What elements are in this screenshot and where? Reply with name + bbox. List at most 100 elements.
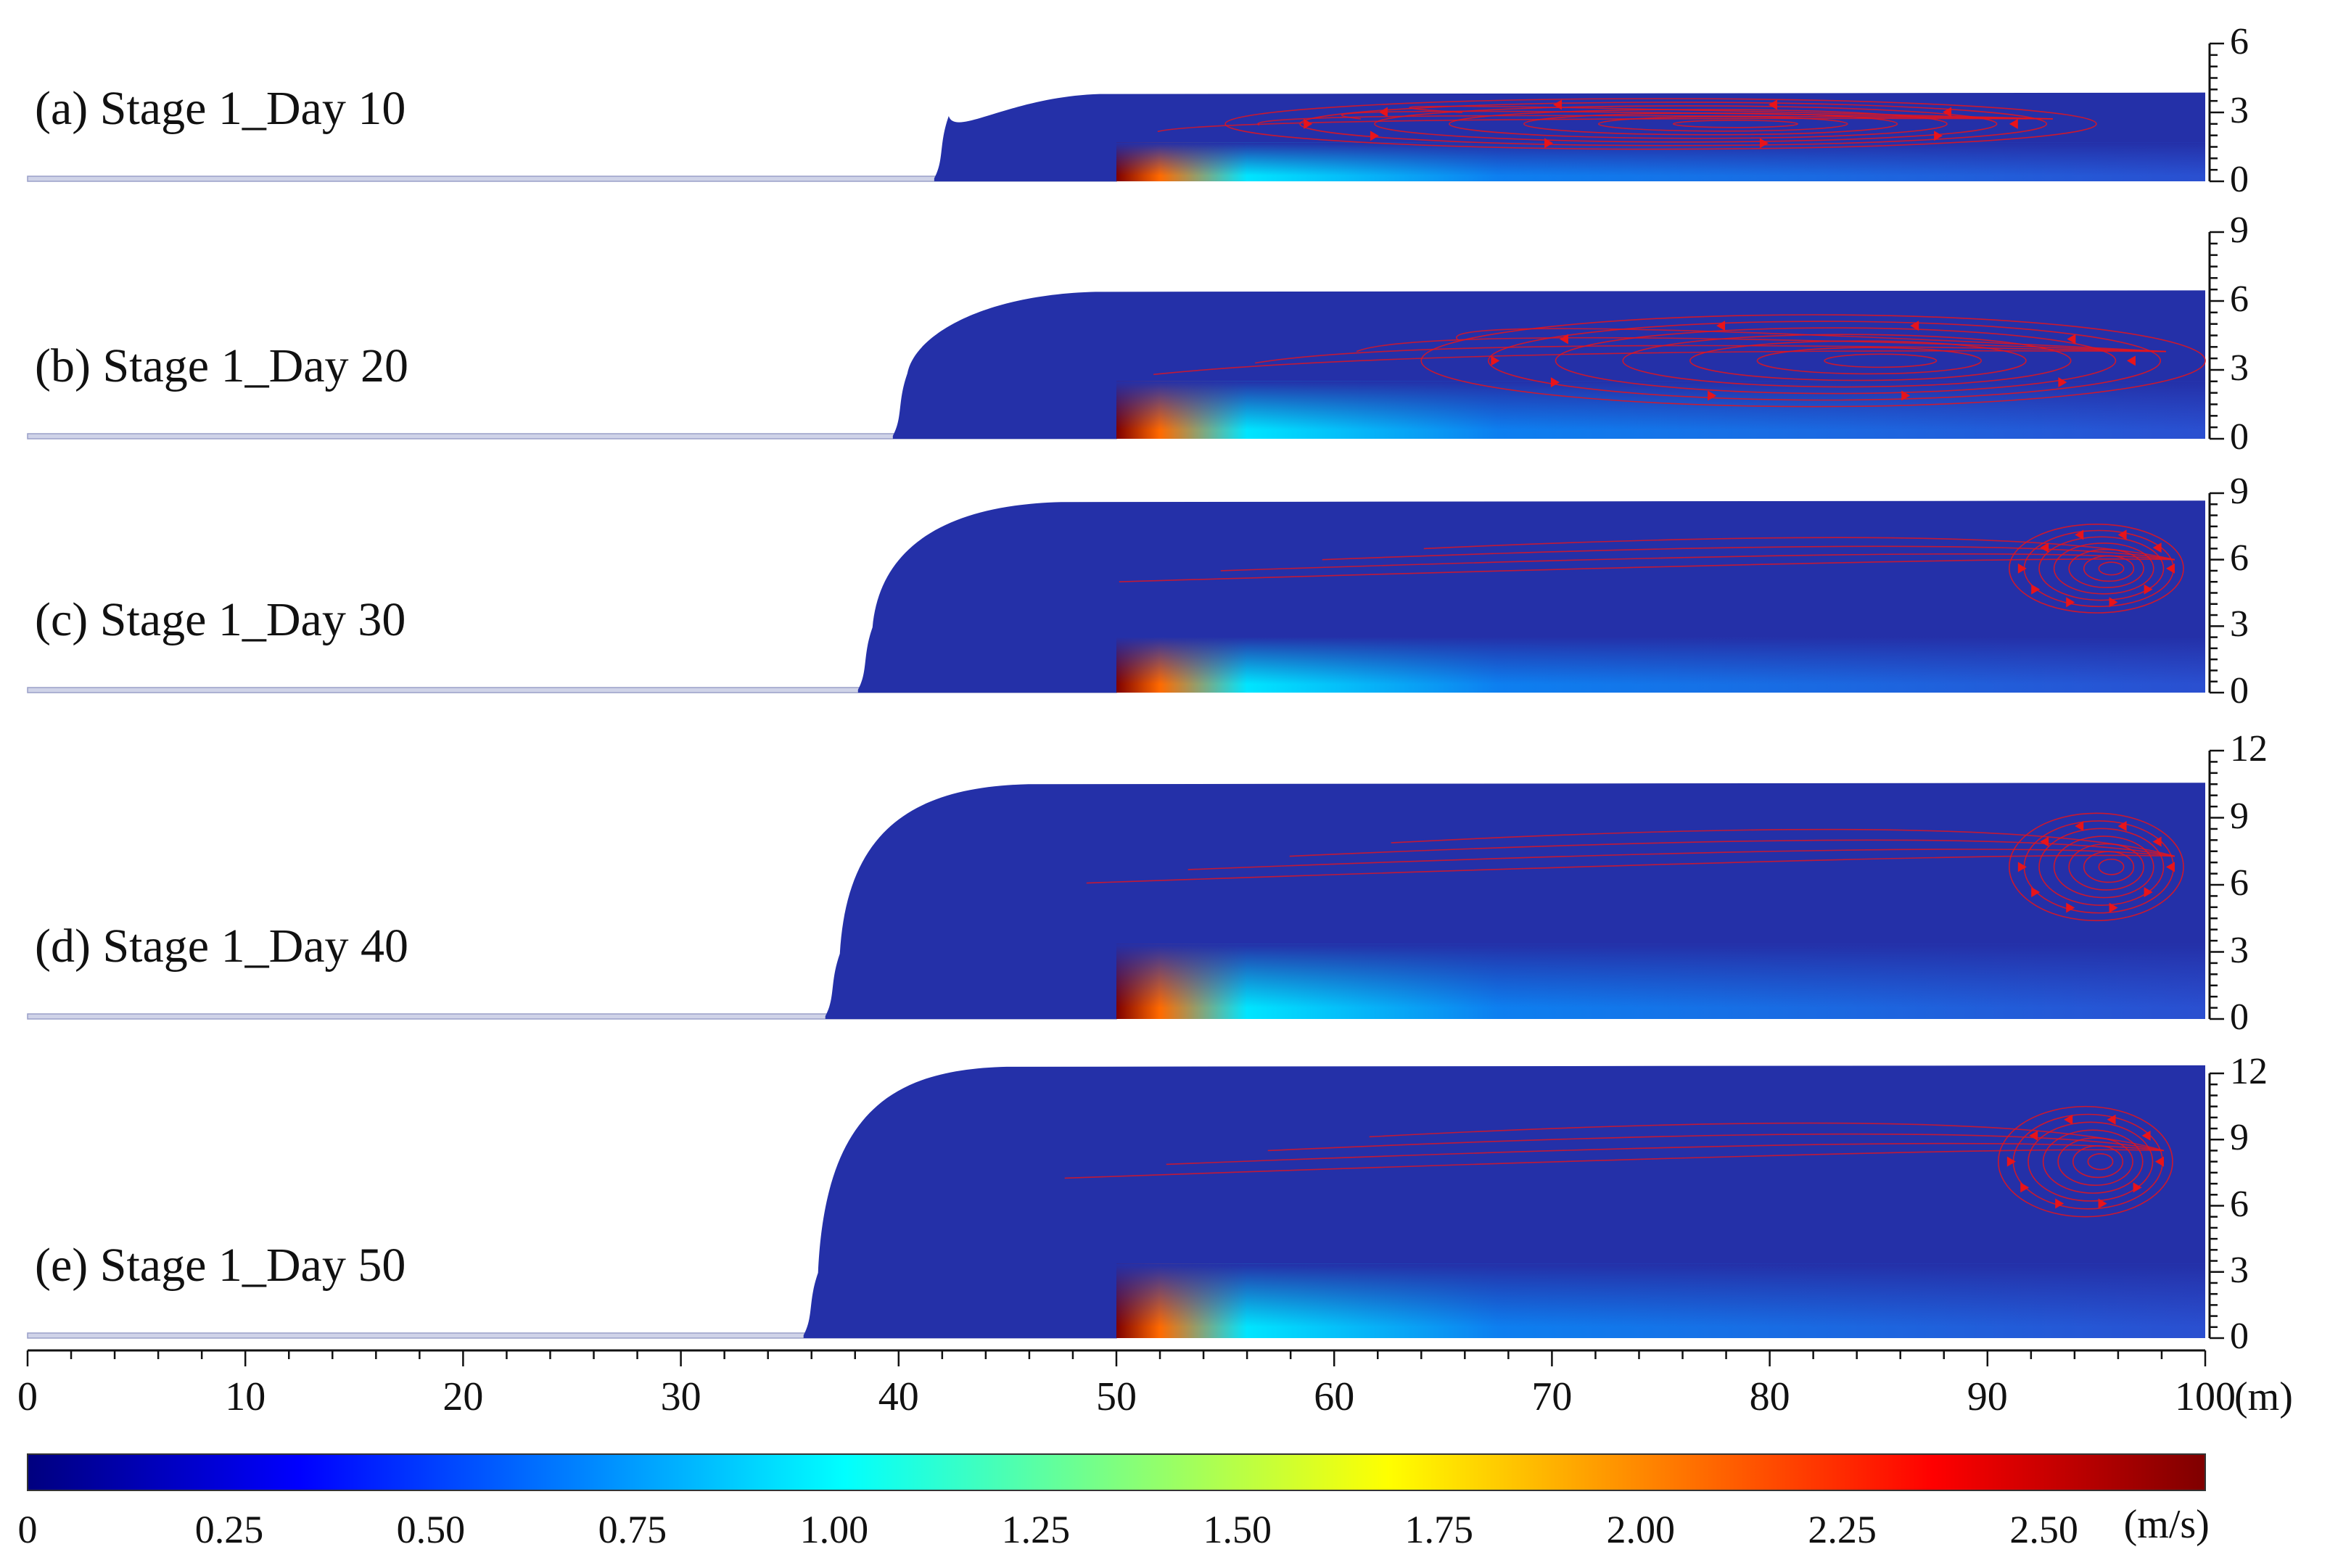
streamline-arrow-1-6	[1559, 334, 1568, 344]
panel-4	[27, 1065, 2224, 1340]
x-tick-label: 100	[2175, 1374, 2236, 1419]
streamline-arrow-2-3	[2066, 597, 2075, 608]
streamline-open-1-0	[1153, 350, 2166, 376]
streamline-arrow-0-6	[1378, 107, 1388, 117]
streamline-arrow-1-4	[1550, 377, 1560, 388]
streamline-loop-1-5	[1555, 327, 2117, 395]
streamline-loop-2-5	[2038, 536, 2165, 601]
streamline-open-1-2	[1356, 337, 2166, 352]
y-tick-label: 9	[2230, 795, 2249, 837]
jet-fade-0	[1116, 142, 2205, 176]
streamline-arrow-4-8	[2107, 1114, 2116, 1125]
y-tick-label: 3	[2230, 1249, 2249, 1291]
streamline-arrow-4-4	[2020, 1182, 2030, 1193]
jet-fade-3	[1116, 944, 2205, 1008]
jet-fade-1	[1116, 381, 2205, 431]
y-tick-label: 0	[2230, 670, 2249, 711]
colorbar-tick-label: 1.25	[1001, 1508, 1071, 1551]
streamline-arrow-2-9	[2152, 542, 2162, 553]
streamline-arrow-2-2	[2109, 597, 2118, 608]
streamline-arrow-1-2	[1901, 390, 1911, 401]
panel-0	[27, 42, 2224, 183]
streamline-open-0-0	[1157, 117, 2053, 133]
y-tick-label: 9	[2230, 471, 2249, 512]
streamline-loop-4-7	[1998, 1105, 2173, 1218]
y-tick-label: 9	[2230, 1117, 2249, 1159]
streamline-arrow-1-9	[2067, 334, 2076, 344]
streamline-loop-4-4	[2042, 1129, 2144, 1194]
streamline-arrow-1-5	[1491, 355, 1500, 366]
streamline-loop-4-3	[2057, 1137, 2133, 1187]
x-axis	[26, 1349, 2207, 1366]
streamline-open-2-2	[1322, 545, 2175, 561]
streamline-arrow-4-9	[2141, 1130, 2151, 1141]
streamline-loop-3-7	[2009, 812, 2184, 922]
streamline-loop-3-3	[2068, 843, 2144, 891]
streamline-open-3-3	[1391, 828, 2175, 857]
x-axis-unit: (m)	[2234, 1374, 2293, 1419]
y-tick-label: 0	[2230, 996, 2249, 1038]
streamline-arrow-3-1	[2144, 887, 2153, 898]
streamline-arrow-0-8	[1768, 99, 1777, 110]
streamline-arrow-1-7	[1716, 321, 1726, 331]
streamline-loop-0-4	[1449, 109, 1948, 139]
streamline-open-0-1	[1257, 115, 2053, 126]
panels-layer	[27, 42, 2224, 1340]
y-tick-label: 0	[2230, 416, 2249, 458]
streamline-arrow-0-1	[1934, 131, 1943, 141]
streamline-arrow-0-3	[1544, 138, 1554, 149]
streamline-open-2-0	[1119, 558, 2175, 583]
y-tick-label: 6	[2230, 1183, 2249, 1225]
colorbar-tick-label: 1.00	[799, 1508, 869, 1551]
x-tick-label: 90	[1967, 1374, 2008, 1419]
y-tick-label: 6	[2230, 278, 2249, 320]
colorbar-tick-label: 2.00	[1606, 1508, 1675, 1551]
streamline-open-4-0	[1064, 1149, 2164, 1179]
streamline-loop-2-4	[2053, 542, 2154, 595]
streamline-loop-2-7	[2009, 523, 2184, 614]
panel-label: (b) Stage 1_Day 20	[35, 339, 409, 392]
streamline-loop-1-1	[1824, 353, 1938, 368]
streamline-arrow-4-0	[2154, 1156, 2164, 1167]
colorbar-tick-label: 1.75	[1404, 1508, 1473, 1551]
streamline-open-3-2	[1289, 839, 2175, 857]
streamline-loop-3-5	[2038, 828, 2165, 906]
colorbar-tick-label: 0.75	[598, 1508, 667, 1551]
x-tick-label: 10	[225, 1374, 266, 1419]
panel-label: (c) Stage 1_Day 30	[35, 593, 406, 646]
streamline-arrow-2-5	[2017, 563, 2027, 574]
y-tick-label: 12	[2230, 728, 2268, 769]
streamline-open-3-0	[1086, 854, 2175, 884]
streamline-open-3-1	[1187, 849, 2175, 870]
streamline-arrow-1-0	[2126, 355, 2136, 366]
y-tick-label: 3	[2230, 603, 2249, 645]
colorbar-tick-label: 0.50	[396, 1508, 466, 1551]
streamline-open-4-2	[1267, 1133, 2165, 1152]
streamline-arrow-4-2	[2098, 1198, 2107, 1209]
streamline-loop-0-1	[1672, 120, 1798, 128]
colorbar-tick-label: 2.50	[2009, 1508, 2078, 1551]
streamline-loop-4-1	[2087, 1153, 2114, 1171]
streamline-arrow-4-6	[2029, 1130, 2038, 1141]
streamline-arrow-3-4	[2031, 887, 2041, 898]
x-tick-label: 20	[442, 1374, 484, 1419]
y-tick-label: 6	[2230, 862, 2249, 904]
streamline-loop-1-6	[1488, 321, 2162, 401]
streamline-arrow-0-2	[1759, 138, 1769, 149]
jet-fade-4	[1116, 1263, 2205, 1327]
panel-1	[27, 231, 2224, 440]
streamline-arrow-4-5	[2006, 1156, 2016, 1167]
streamline-arrow-3-7	[2075, 821, 2084, 832]
colorbar-tick-label: 2.25	[1808, 1508, 1877, 1551]
x-tick-label: 70	[1531, 1374, 1573, 1419]
streamline-open-0-3	[1409, 105, 2053, 120]
streamline-loop-1-7	[1420, 314, 2206, 408]
streamline-open-2-1	[1220, 553, 2175, 572]
streamline-arrow-3-0	[2165, 862, 2175, 872]
jet-fade-2	[1116, 637, 2205, 685]
streamline-arrow-2-0	[2165, 563, 2175, 574]
streamline-arrow-2-8	[2117, 529, 2127, 540]
streamline-loop-0-5	[1374, 105, 1998, 143]
streamline-arrow-0-0	[2009, 118, 2018, 129]
streamline-arrow-3-2	[2109, 902, 2118, 913]
